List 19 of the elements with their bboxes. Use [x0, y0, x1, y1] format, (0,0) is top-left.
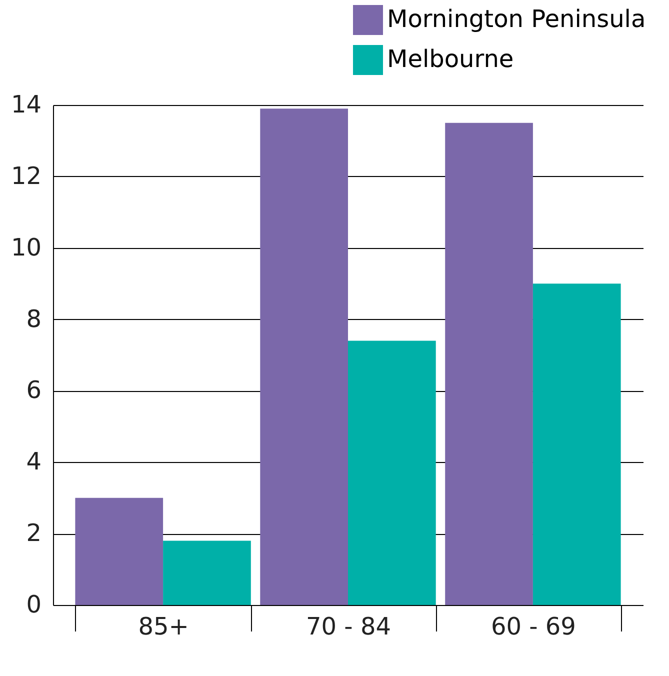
bar: [260, 108, 348, 605]
y-tick-label: 0: [26, 590, 42, 618]
x-tick-label: 70 - 84: [306, 612, 391, 640]
y-tick-label: 14: [10, 90, 42, 118]
y-tick-label: 6: [26, 376, 42, 404]
y-tick-label: 12: [10, 162, 42, 190]
legend-label: Melbourne: [387, 45, 514, 73]
y-tick-label: 4: [26, 448, 42, 476]
bar: [532, 284, 621, 605]
bar: [348, 340, 436, 605]
x-tick-label: 85+: [138, 612, 189, 640]
bar: [445, 122, 533, 605]
y-tick-label: 2: [26, 519, 42, 548]
y-tick-label: 8: [26, 304, 42, 333]
bar: [75, 498, 164, 605]
legend-label: Mornington Peninsula: [387, 5, 646, 33]
y-tick-label: 10: [10, 233, 42, 262]
x-tick-label: 60 - 69: [490, 612, 576, 640]
bar: [163, 540, 251, 605]
